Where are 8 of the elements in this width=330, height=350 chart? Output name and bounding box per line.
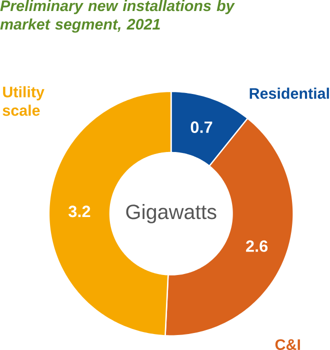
chart-title: Preliminary new installations by market segment, 2021 [0,0,235,33]
data-label: 2.6 [246,240,268,252]
data-label: 3.2 [68,206,90,218]
slice-label: Residential [250,88,329,99]
slice-label: C&I [275,339,300,350]
data-label: 0.7 [190,121,212,133]
text: Gigawatts [126,204,216,224]
slice-label: Utility scale [2,86,44,116]
